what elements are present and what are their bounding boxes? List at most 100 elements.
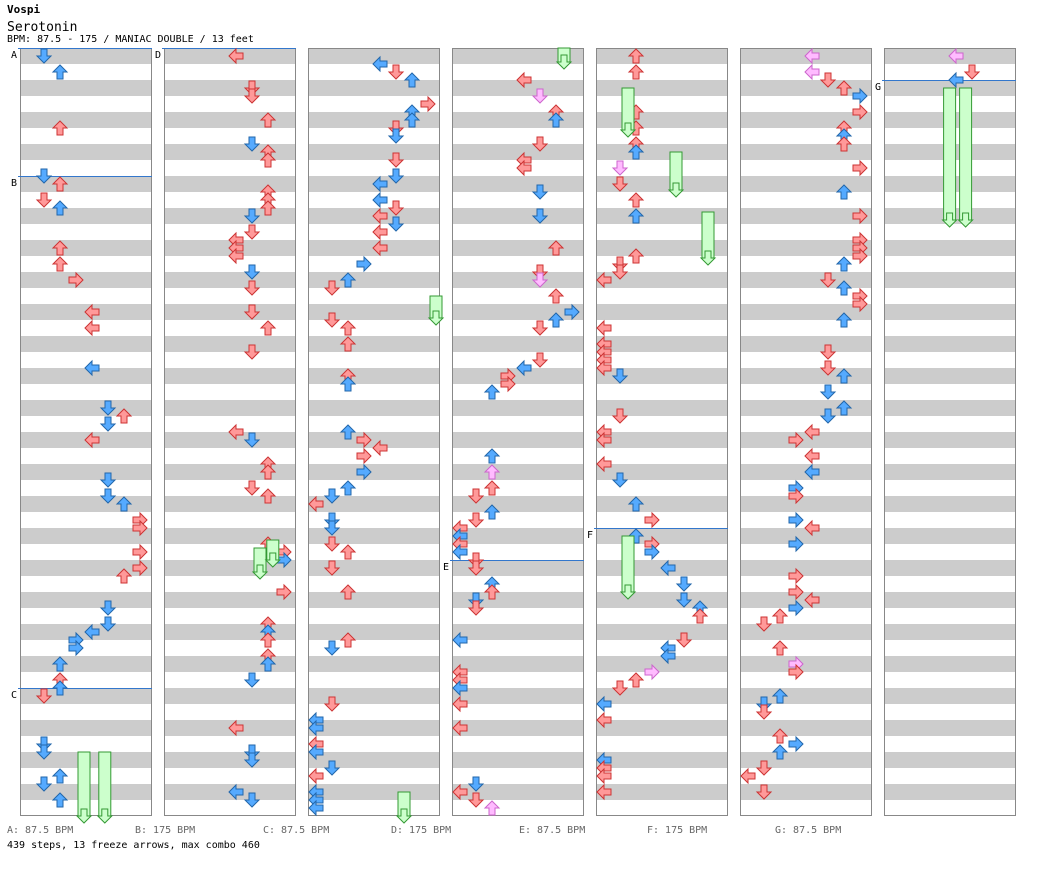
measure-stripe <box>740 304 872 320</box>
column-frame <box>452 48 584 816</box>
down-arrow <box>675 576 693 592</box>
right-arrow <box>564 303 580 321</box>
measure-stripe <box>164 272 296 288</box>
measure-stripe <box>596 496 728 512</box>
song-info: BPM: 87.5 - 175 / MANIAC DOUBLE / 13 fee… <box>7 34 254 45</box>
right-arrow <box>852 159 868 177</box>
left-arrow <box>308 767 324 785</box>
measure-stripe <box>740 752 872 768</box>
measure-stripe <box>164 624 296 640</box>
up-arrow <box>627 192 645 208</box>
left-arrow <box>596 271 612 289</box>
measure-stripe <box>884 624 1016 640</box>
measure-stripe <box>308 656 440 672</box>
up-arrow <box>835 136 853 152</box>
down-arrow <box>755 704 773 720</box>
down-arrow <box>243 208 261 224</box>
section-letter: E <box>443 562 449 573</box>
left-arrow <box>804 519 820 537</box>
measure-stripe <box>20 48 152 64</box>
measure-stripe <box>596 208 728 224</box>
right-arrow <box>356 431 372 449</box>
section-letter: G <box>875 82 881 93</box>
up-arrow <box>627 672 645 688</box>
up-arrow <box>51 200 69 216</box>
measure-stripe <box>452 464 584 480</box>
measure-stripe <box>740 496 872 512</box>
measure-stripe <box>452 496 584 512</box>
measure-stripe <box>596 400 728 416</box>
bpm-label-c: C: 87.5 BPM <box>263 825 330 836</box>
measure-stripe <box>308 144 440 160</box>
left-arrow <box>228 423 244 441</box>
down-arrow <box>531 352 549 368</box>
down-arrow <box>467 600 485 616</box>
measure-stripe <box>884 560 1016 576</box>
measure-stripe <box>884 272 1016 288</box>
measure-stripe <box>20 400 152 416</box>
right-arrow <box>132 559 148 577</box>
measure-stripe <box>452 48 584 64</box>
left-arrow <box>596 695 612 713</box>
down-arrow <box>323 536 341 552</box>
left-arrow <box>84 303 100 321</box>
measure-stripe <box>308 784 440 800</box>
measure-stripe <box>884 336 1016 352</box>
measure-stripe <box>884 240 1016 256</box>
left-arrow <box>308 799 324 817</box>
measure-stripe <box>20 272 152 288</box>
column-frame <box>308 48 440 816</box>
up-arrow <box>259 200 277 216</box>
down-arrow <box>323 696 341 712</box>
measure-stripe <box>20 368 152 384</box>
down-arrow <box>243 480 261 496</box>
section-letter: A <box>11 50 17 61</box>
measure-stripe <box>452 720 584 736</box>
down-arrow <box>243 752 261 768</box>
right-arrow <box>68 271 84 289</box>
up-arrow <box>51 656 69 672</box>
artist-name: Vospi <box>7 3 41 16</box>
left-arrow <box>372 207 388 225</box>
down-arrow <box>243 304 261 320</box>
up-arrow <box>51 240 69 256</box>
right-arrow <box>788 663 804 681</box>
up-arrow <box>339 544 357 560</box>
up-arrow <box>51 792 69 808</box>
measure-stripe <box>308 80 440 96</box>
up-arrow <box>627 208 645 224</box>
bpm-label-f: F: 175 BPM <box>647 825 708 836</box>
measure-stripe <box>740 80 872 96</box>
left-arrow <box>516 71 532 89</box>
measure-stripe <box>884 304 1016 320</box>
down-arrow <box>819 384 837 400</box>
down-arrow <box>467 776 485 792</box>
measure-stripe <box>20 656 152 672</box>
down-arrow <box>531 136 549 152</box>
measure-stripe <box>20 176 152 192</box>
down-arrow <box>387 168 405 184</box>
measure-stripe <box>308 592 440 608</box>
measure-stripe <box>308 624 440 640</box>
left-arrow <box>596 783 612 801</box>
down-arrow <box>99 616 117 632</box>
bpm-label-g: G: 87.5 BPM <box>775 825 842 836</box>
left-arrow <box>228 247 244 265</box>
down-arrow <box>611 160 629 176</box>
measure-stripe <box>740 240 872 256</box>
up-arrow <box>547 312 565 328</box>
measure-stripe <box>452 592 584 608</box>
down-arrow <box>819 72 837 88</box>
measure-stripe <box>596 80 728 96</box>
measure-stripe <box>740 112 872 128</box>
down-arrow <box>99 416 117 432</box>
right-arrow <box>644 663 660 681</box>
down-arrow <box>99 488 117 504</box>
measure-stripe <box>740 432 872 448</box>
up-arrow <box>483 480 501 496</box>
up-arrow <box>771 744 789 760</box>
measure-stripe <box>452 784 584 800</box>
measure-stripe <box>164 112 296 128</box>
up-arrow <box>771 728 789 744</box>
left-arrow <box>308 495 324 513</box>
